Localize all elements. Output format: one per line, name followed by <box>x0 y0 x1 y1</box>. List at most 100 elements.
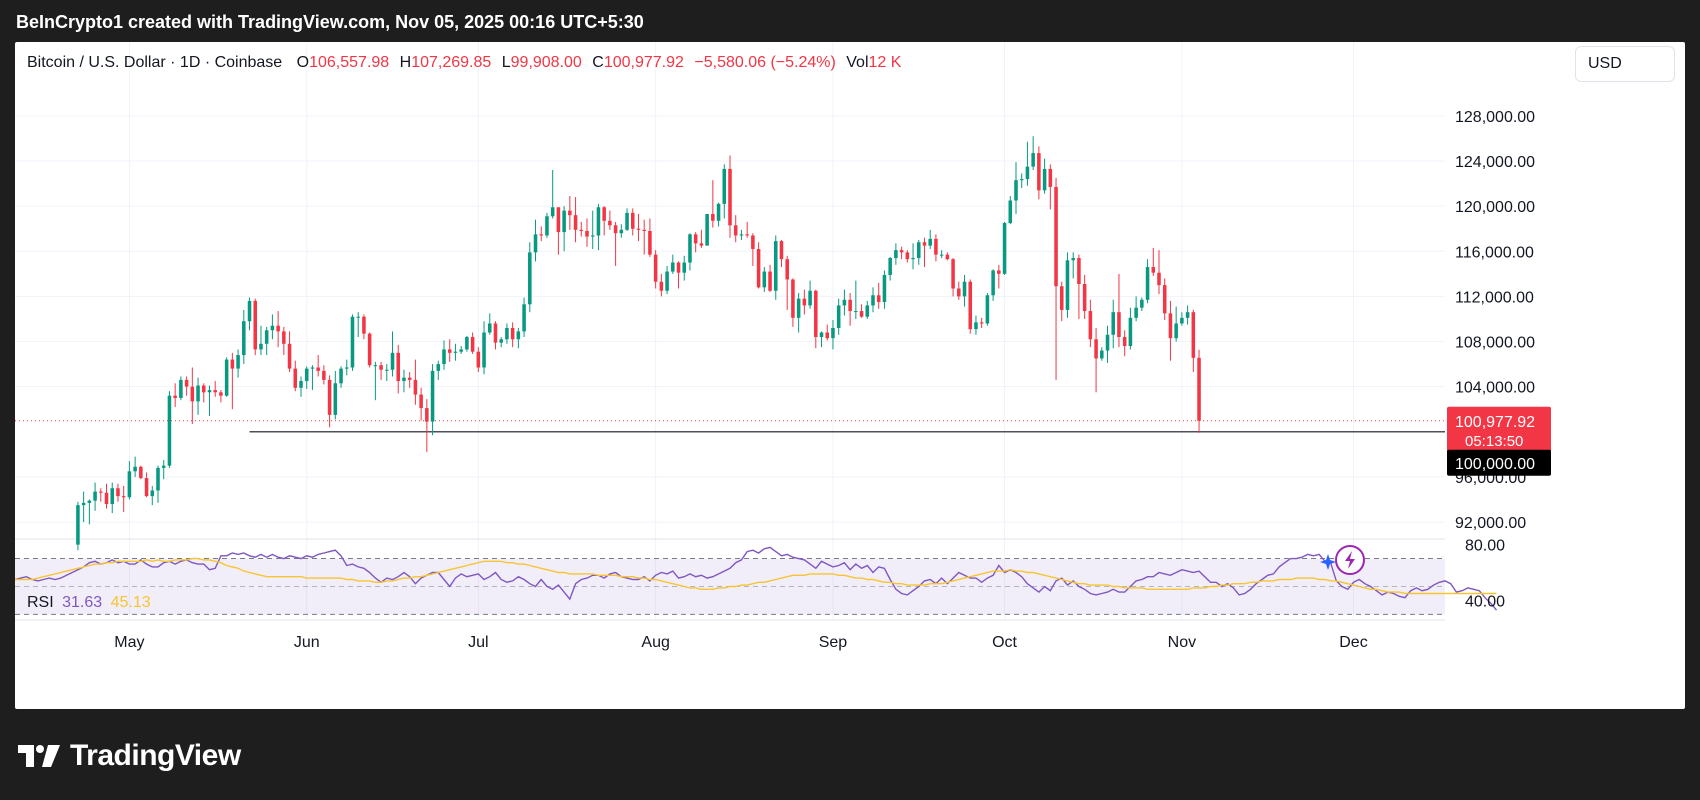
candle-body <box>739 234 744 236</box>
rsi-tick-label: 40.00 <box>1465 593 1505 610</box>
candle-body <box>1105 334 1110 351</box>
candle-body <box>270 325 275 331</box>
candle-body <box>219 392 223 396</box>
countdown-label: 05:13:50 <box>1465 433 1523 450</box>
chart-attribution: BeInCrypto1 created with TradingView.com… <box>16 11 644 32</box>
candle-body <box>997 270 1001 274</box>
candle-body <box>796 298 801 318</box>
candle-body <box>110 488 115 505</box>
price-tick-label: 120,000.00 <box>1455 199 1535 216</box>
volume-label: Vol <box>846 54 869 71</box>
candle-body <box>190 386 195 402</box>
candle-body <box>299 381 303 388</box>
candle-body <box>568 210 572 216</box>
candle-body <box>81 502 86 506</box>
candle-body <box>322 370 326 380</box>
candle-body <box>922 242 927 246</box>
candle-body <box>814 290 818 338</box>
candle-body <box>894 250 898 259</box>
candle-body <box>476 351 481 368</box>
candle-body <box>1077 258 1081 284</box>
candle-body <box>116 488 120 497</box>
candle-body <box>1117 312 1121 338</box>
rsi-line <box>15 546 1498 611</box>
candle-body <box>344 367 349 369</box>
support-price-label: 100,000.00 <box>1455 456 1535 473</box>
candle-body <box>453 351 458 353</box>
candle-body <box>482 332 486 368</box>
candle-body <box>1145 267 1150 300</box>
rsi-ma-line <box>15 557 1497 595</box>
candle-body <box>442 349 446 365</box>
candle-body <box>905 252 910 260</box>
candle-body <box>808 290 812 306</box>
candle-body <box>161 465 166 468</box>
candle-body <box>87 500 92 503</box>
candle-body <box>630 212 635 229</box>
candle-body <box>1037 153 1041 191</box>
candle-body <box>516 331 521 340</box>
candle-body <box>1082 283 1087 312</box>
candle-body <box>653 254 658 282</box>
candle-body <box>1151 267 1156 273</box>
candle-body <box>825 332 830 339</box>
candle-body <box>1168 313 1173 339</box>
candle-body <box>1197 357 1201 421</box>
candle-body <box>505 327 509 340</box>
candle-body <box>259 343 263 350</box>
candle-body <box>991 270 995 296</box>
candle-body <box>648 230 652 255</box>
candle-body <box>848 299 852 312</box>
candle-body <box>179 379 183 398</box>
candle-body <box>396 352 401 382</box>
candle-body <box>773 241 778 291</box>
candle-body <box>665 271 669 291</box>
tradingview-logo[interactable]: TradingView <box>18 738 241 774</box>
candle-body <box>979 322 984 324</box>
candle-body <box>899 250 904 253</box>
high-value: 107,269.85 <box>411 54 492 71</box>
price-chart[interactable]: 128,000.00 124,000.00 120,000.00 116,000.00… <box>15 42 1685 709</box>
candle-body <box>350 316 355 368</box>
price-tick-label: 92,000.00 <box>1455 515 1526 532</box>
candle-body <box>385 369 389 371</box>
candle-body <box>985 295 990 324</box>
candle-body <box>602 207 606 221</box>
candle-body <box>876 295 881 303</box>
candle-body <box>533 234 538 253</box>
candle-body <box>642 229 646 231</box>
candle-body <box>1191 312 1196 358</box>
candle-body <box>276 325 280 332</box>
low-label: L <box>501 54 511 71</box>
support-price-tag <box>1447 449 1551 476</box>
ohlc-legend: Bitcoin / U.S. Dollar · 1D · Coinbase O1… <box>27 54 901 72</box>
candle-body <box>316 367 320 371</box>
time-tick-label: Aug <box>641 634 669 651</box>
rsi-tick-label: 80.00 <box>1465 538 1505 555</box>
candle-body <box>751 235 755 250</box>
candle-body <box>487 323 492 333</box>
price-tick-label: 104,000.00 <box>1455 380 1535 397</box>
candle-body <box>224 359 229 396</box>
candle-body <box>1071 258 1075 261</box>
chart-panel[interactable]: 128,000.00 124,000.00 120,000.00 116,000.00… <box>15 42 1685 709</box>
candle-body <box>293 368 298 388</box>
candle-body <box>144 478 149 497</box>
open-label: O <box>296 54 310 71</box>
candle-body <box>613 225 618 234</box>
candle-body <box>682 262 687 273</box>
candle-body <box>562 210 566 233</box>
candle-body <box>573 215 578 230</box>
rsi-ma-value: 45.13 <box>110 594 151 611</box>
candle-body <box>802 298 807 306</box>
volume-value: 12 K <box>868 54 902 71</box>
candle-body <box>1019 179 1024 181</box>
candle-body <box>93 491 97 501</box>
candle-body <box>636 228 641 230</box>
candle-body <box>264 330 269 344</box>
candle-body <box>968 281 973 330</box>
candle-body <box>688 234 692 263</box>
currency-selector[interactable]: USD <box>1575 46 1675 82</box>
candle-body <box>1140 299 1144 308</box>
candle-body <box>236 355 240 369</box>
